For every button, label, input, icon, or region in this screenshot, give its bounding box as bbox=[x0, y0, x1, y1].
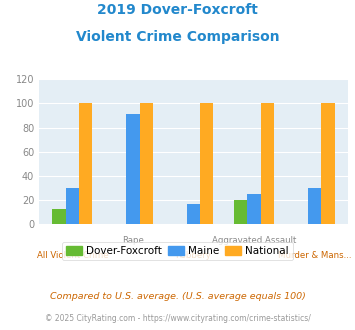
Text: All Violent Crime: All Violent Crime bbox=[37, 250, 108, 259]
Text: Robbery: Robbery bbox=[175, 250, 212, 259]
Text: Violent Crime Comparison: Violent Crime Comparison bbox=[76, 30, 279, 44]
Bar bbox=[126, 114, 140, 224]
Text: © 2025 CityRating.com - https://www.cityrating.com/crime-statistics/: © 2025 CityRating.com - https://www.city… bbox=[45, 314, 310, 323]
Bar bbox=[308, 188, 321, 224]
Text: 2019 Dover-Foxcroft: 2019 Dover-Foxcroft bbox=[97, 3, 258, 17]
Text: Murder & Mans...: Murder & Mans... bbox=[278, 250, 351, 259]
Bar bbox=[234, 200, 247, 224]
Bar bbox=[247, 194, 261, 224]
Bar bbox=[187, 204, 200, 224]
Bar bbox=[79, 103, 92, 224]
Legend: Dover-Foxcroft, Maine, National: Dover-Foxcroft, Maine, National bbox=[62, 242, 293, 260]
Bar bbox=[261, 103, 274, 224]
Text: Aggravated Assault: Aggravated Assault bbox=[212, 236, 296, 245]
Bar bbox=[200, 103, 213, 224]
Bar bbox=[321, 103, 334, 224]
Text: Rape: Rape bbox=[122, 236, 144, 245]
Bar bbox=[66, 188, 79, 224]
Bar bbox=[140, 103, 153, 224]
Text: Compared to U.S. average. (U.S. average equals 100): Compared to U.S. average. (U.S. average … bbox=[50, 292, 305, 301]
Bar bbox=[53, 209, 66, 224]
